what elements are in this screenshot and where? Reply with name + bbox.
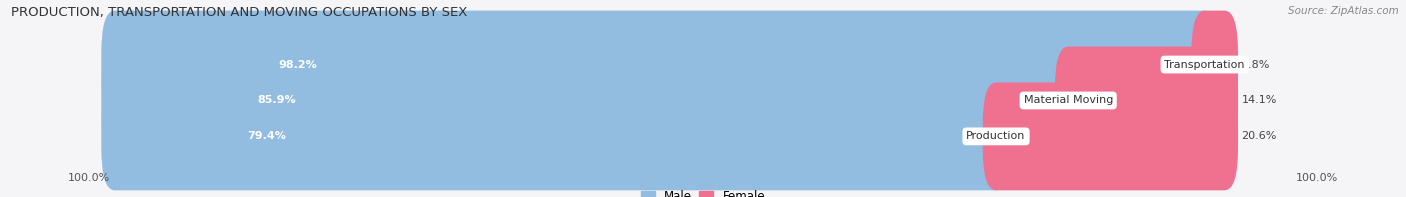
Text: 85.9%: 85.9% — [257, 96, 297, 105]
FancyBboxPatch shape — [101, 83, 1010, 190]
Text: 100.0%: 100.0% — [1296, 173, 1339, 183]
Text: Material Moving: Material Moving — [1024, 96, 1114, 105]
FancyBboxPatch shape — [101, 46, 1081, 154]
Text: 98.2%: 98.2% — [278, 59, 316, 70]
Text: Production: Production — [966, 131, 1026, 141]
Text: 100.0%: 100.0% — [67, 173, 110, 183]
FancyBboxPatch shape — [101, 11, 1239, 118]
Legend: Male, Female: Male, Female — [637, 187, 769, 197]
Text: Transportation: Transportation — [1164, 59, 1244, 70]
FancyBboxPatch shape — [101, 11, 1218, 118]
Text: 1.8%: 1.8% — [1241, 59, 1270, 70]
Text: Source: ZipAtlas.com: Source: ZipAtlas.com — [1288, 6, 1399, 16]
FancyBboxPatch shape — [983, 83, 1239, 190]
FancyBboxPatch shape — [101, 46, 1239, 154]
FancyBboxPatch shape — [101, 83, 1239, 190]
Text: PRODUCTION, TRANSPORTATION AND MOVING OCCUPATIONS BY SEX: PRODUCTION, TRANSPORTATION AND MOVING OC… — [11, 6, 468, 19]
Text: 79.4%: 79.4% — [247, 131, 285, 141]
Text: 14.1%: 14.1% — [1241, 96, 1277, 105]
Text: 20.6%: 20.6% — [1241, 131, 1277, 141]
FancyBboxPatch shape — [1191, 11, 1239, 118]
FancyBboxPatch shape — [1054, 46, 1239, 154]
